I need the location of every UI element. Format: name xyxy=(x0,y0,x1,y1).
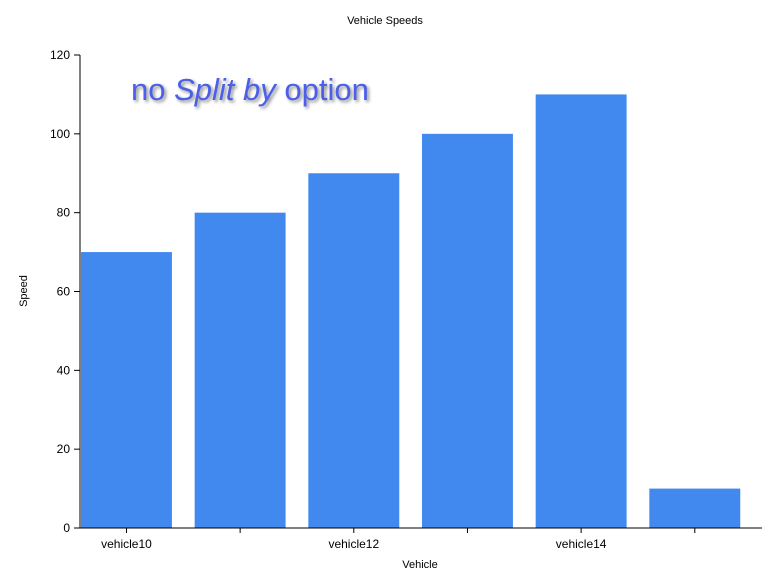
bar-vehicle11 xyxy=(194,212,286,528)
y-tick-label: 60 xyxy=(57,285,71,299)
x-tick-label: vehicle10 xyxy=(101,537,152,551)
x-axis: vehicle10 vehicle12 vehicle14 xyxy=(80,527,762,551)
x-tick-label: vehicle14 xyxy=(556,537,607,551)
annotation-prefix: no xyxy=(131,72,175,107)
y-axis: 0 20 40 60 80 100 120 xyxy=(50,48,81,535)
bar-vehicle13 xyxy=(422,133,513,529)
chart-title: Vehicle Speeds xyxy=(347,15,423,27)
y-axis-label: Speed xyxy=(18,275,30,307)
y-tick-label: 40 xyxy=(57,363,71,377)
annotation-text: no Split by option xyxy=(131,72,369,108)
y-tick-label: 100 xyxy=(50,127,70,141)
y-tick-label: 0 xyxy=(63,521,70,535)
y-tick-label: 80 xyxy=(57,206,71,220)
bar-vehicle12 xyxy=(308,173,400,528)
x-tick-label: vehicle12 xyxy=(328,537,379,551)
bar-vehicle15 xyxy=(649,488,741,528)
bar-vehicle10 xyxy=(81,252,172,529)
bar-vehicle14 xyxy=(535,94,627,529)
annotation-suffix: option xyxy=(275,72,369,107)
y-tick-label: 20 xyxy=(57,442,71,456)
x-axis-label: Vehicle xyxy=(402,559,437,571)
annotation-emphasis: Split by xyxy=(174,72,276,107)
bars-group xyxy=(81,94,741,529)
y-tick-label: 120 xyxy=(50,48,70,62)
